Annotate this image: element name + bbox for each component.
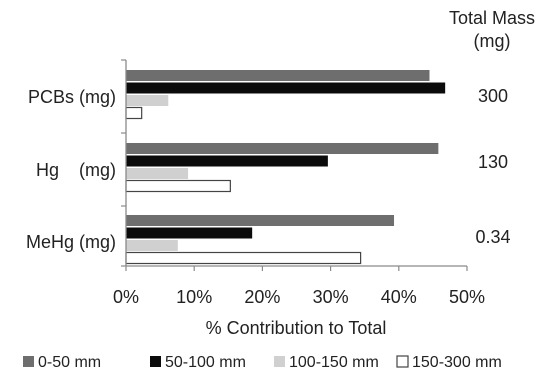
legend-swatch bbox=[23, 356, 34, 367]
legend-swatch bbox=[150, 356, 161, 367]
category-labels: PCBs (mg) Hg (mg) MeHg (mg) bbox=[26, 87, 116, 252]
legend-label: 150-300 mm bbox=[412, 354, 502, 371]
x-tick-label: 0% bbox=[113, 287, 139, 307]
x-tick-label: 20% bbox=[244, 287, 280, 307]
bar-50-100mm-1 bbox=[126, 155, 328, 167]
total-mass-header: Total Mass (mg) bbox=[449, 8, 535, 51]
x-tick-label: 30% bbox=[313, 287, 349, 307]
bar-150-300mm-2 bbox=[125, 251, 362, 265]
total-mass-header-line: (mg) bbox=[474, 31, 511, 51]
total-mass-values: 300 130 0.34 bbox=[475, 86, 510, 247]
bar-50-100mm-2 bbox=[126, 227, 253, 239]
x-tick-labels: 0% 10% 20% 30% 40% 50% bbox=[113, 266, 485, 307]
legend-label: 0-50 mm bbox=[38, 354, 101, 371]
bar-50-100mm-0 bbox=[126, 82, 446, 94]
x-tick-label: 40% bbox=[381, 287, 417, 307]
bar-0-50mm-2 bbox=[126, 215, 395, 226]
total-mass-value: 0.34 bbox=[475, 227, 510, 247]
legend-swatch bbox=[396, 355, 409, 368]
total-mass-header-line: Total Mass bbox=[449, 8, 535, 28]
x-tick-label: 10% bbox=[176, 287, 212, 307]
legend-label: 50-100 mm bbox=[165, 354, 246, 371]
category-label: Hg (mg) bbox=[36, 160, 116, 180]
bar-150-300mm-0 bbox=[125, 106, 143, 120]
bar-0-50mm-0 bbox=[126, 70, 430, 81]
bar-100-150mm-0 bbox=[126, 95, 169, 106]
total-mass-value: 130 bbox=[478, 152, 508, 172]
x-tick-label: 50% bbox=[449, 287, 485, 307]
bar-150-300mm-1 bbox=[125, 179, 231, 193]
bar-100-150mm-2 bbox=[126, 240, 178, 251]
bar-100-150mm-1 bbox=[126, 168, 189, 179]
legend: 0-50 mm 50-100 mm 100-150 mm 150-300 mm bbox=[23, 354, 502, 371]
bar-0-50mm-1 bbox=[126, 143, 439, 154]
category-label: MeHg (mg) bbox=[26, 232, 116, 252]
x-axis-label: % Contribution to Total bbox=[206, 318, 387, 338]
total-mass-value: 300 bbox=[478, 86, 508, 106]
legend-label: 100-150 mm bbox=[289, 354, 379, 371]
legend-swatch bbox=[274, 356, 285, 367]
plot-area bbox=[121, 59, 467, 267]
category-label: PCBs (mg) bbox=[28, 87, 116, 107]
